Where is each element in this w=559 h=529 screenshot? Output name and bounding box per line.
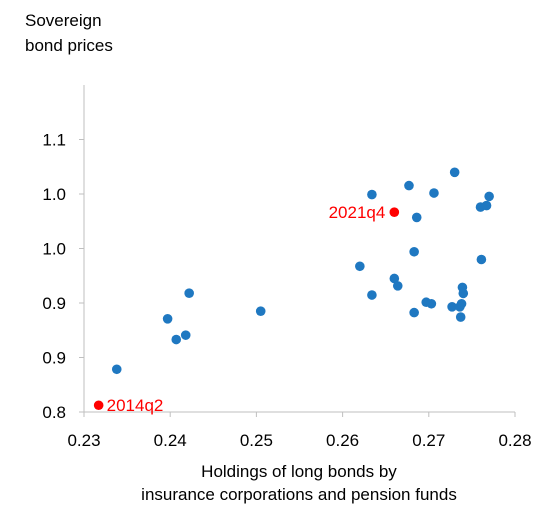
data-point xyxy=(162,314,173,324)
y-tick-label: 0.9 xyxy=(42,349,66,368)
data-point xyxy=(447,302,457,312)
y-axis-label-line-1: Sovereign xyxy=(25,11,102,30)
y-axis-label-line-2: bond prices xyxy=(25,36,113,55)
data-point xyxy=(456,298,467,309)
data-point xyxy=(355,261,365,272)
data-points xyxy=(111,167,494,375)
highlight-point xyxy=(389,207,400,218)
data-point xyxy=(111,364,122,375)
highlight-label: 2021q4 xyxy=(329,203,386,222)
x-tick-label: 0.23 xyxy=(67,431,100,450)
data-point xyxy=(392,281,403,291)
data-point xyxy=(367,189,377,200)
x-tick-label: 0.24 xyxy=(154,431,187,450)
y-tick-label: 1.1 xyxy=(42,131,66,150)
axes xyxy=(79,85,516,417)
data-point xyxy=(411,212,422,223)
data-point xyxy=(455,312,466,322)
data-point xyxy=(409,246,419,257)
highlight-label: 2014q2 xyxy=(107,396,164,415)
y-tick-label: 0.9 xyxy=(42,294,66,313)
highlight-point xyxy=(93,400,104,411)
data-point xyxy=(171,334,182,345)
data-point xyxy=(449,167,460,178)
highlighted-points: 2021q4 2014q2 xyxy=(93,203,400,415)
data-point xyxy=(458,288,469,299)
x-tick-label: 0.26 xyxy=(326,431,359,450)
data-point xyxy=(429,188,439,198)
x-tick-label: 0.28 xyxy=(498,431,531,450)
data-point xyxy=(389,273,400,284)
data-point xyxy=(404,180,414,191)
data-point xyxy=(484,191,494,202)
data-point xyxy=(180,330,191,340)
x-axis-label-line-2: insurance corporations and pension funds xyxy=(141,485,457,504)
data-point xyxy=(184,288,194,298)
y-tick-label: 1.0 xyxy=(42,240,66,259)
x-tick-label: 0.25 xyxy=(240,431,273,450)
x-tick-label: 0.27 xyxy=(412,431,445,450)
x-axis-label-line-1: Holdings of long bonds by xyxy=(201,462,397,481)
data-point xyxy=(476,254,487,265)
data-point xyxy=(481,200,492,211)
y-tick-label: 0.8 xyxy=(42,403,66,422)
data-point xyxy=(255,306,266,316)
data-point xyxy=(426,298,437,309)
data-point xyxy=(367,290,377,300)
data-point xyxy=(409,307,419,318)
y-tick-label: 1.0 xyxy=(42,185,66,204)
tick-labels: 0.8 0.9 0.9 1.0 1.0 1.1 0.23 0.24 0.25 0.26 0.27 0.… xyxy=(42,131,531,451)
